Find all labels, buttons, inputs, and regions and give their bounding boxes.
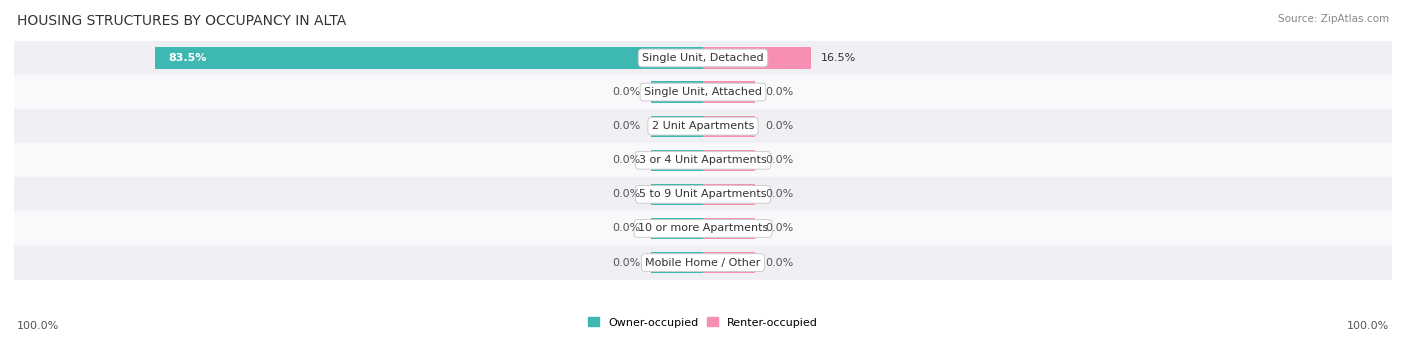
Text: Mobile Home / Other: Mobile Home / Other: [645, 257, 761, 268]
Bar: [651, 150, 703, 171]
Bar: [703, 218, 755, 239]
Text: Single Unit, Detached: Single Unit, Detached: [643, 53, 763, 63]
Text: 16.5%: 16.5%: [821, 53, 856, 63]
Bar: [651, 116, 703, 137]
Text: 0.0%: 0.0%: [765, 257, 793, 268]
Bar: [651, 81, 703, 103]
Text: 0.0%: 0.0%: [613, 87, 641, 97]
Legend: Owner-occupied, Renter-occupied: Owner-occupied, Renter-occupied: [583, 313, 823, 332]
Bar: [14, 109, 1392, 143]
Text: 0.0%: 0.0%: [765, 121, 793, 131]
Text: 0.0%: 0.0%: [765, 87, 793, 97]
Text: 0.0%: 0.0%: [613, 155, 641, 165]
Text: 3 or 4 Unit Apartments: 3 or 4 Unit Apartments: [640, 155, 766, 165]
Bar: [14, 41, 1392, 75]
Bar: [703, 150, 755, 171]
Bar: [703, 252, 755, 273]
Text: Source: ZipAtlas.com: Source: ZipAtlas.com: [1278, 14, 1389, 24]
Text: 0.0%: 0.0%: [765, 155, 793, 165]
Text: 100.0%: 100.0%: [17, 321, 59, 331]
Text: 100.0%: 100.0%: [1347, 321, 1389, 331]
Bar: [14, 246, 1392, 280]
Text: 0.0%: 0.0%: [765, 223, 793, 234]
Text: HOUSING STRUCTURES BY OCCUPANCY IN ALTA: HOUSING STRUCTURES BY OCCUPANCY IN ALTA: [17, 14, 346, 28]
Text: 10 or more Apartments: 10 or more Apartments: [638, 223, 768, 234]
Bar: [155, 47, 703, 69]
Text: 0.0%: 0.0%: [613, 257, 641, 268]
Text: 83.5%: 83.5%: [169, 53, 207, 63]
Bar: [14, 211, 1392, 246]
Bar: [14, 143, 1392, 177]
Bar: [14, 177, 1392, 211]
Text: 0.0%: 0.0%: [765, 189, 793, 199]
Text: 0.0%: 0.0%: [613, 121, 641, 131]
Bar: [703, 81, 755, 103]
Bar: [651, 252, 703, 273]
Bar: [703, 184, 755, 205]
Text: 5 to 9 Unit Apartments: 5 to 9 Unit Apartments: [640, 189, 766, 199]
Text: 0.0%: 0.0%: [613, 223, 641, 234]
Bar: [703, 116, 755, 137]
Bar: [651, 218, 703, 239]
Text: 0.0%: 0.0%: [613, 189, 641, 199]
Bar: [703, 47, 811, 69]
Bar: [14, 75, 1392, 109]
Bar: [651, 184, 703, 205]
Text: 2 Unit Apartments: 2 Unit Apartments: [652, 121, 754, 131]
Text: Single Unit, Attached: Single Unit, Attached: [644, 87, 762, 97]
